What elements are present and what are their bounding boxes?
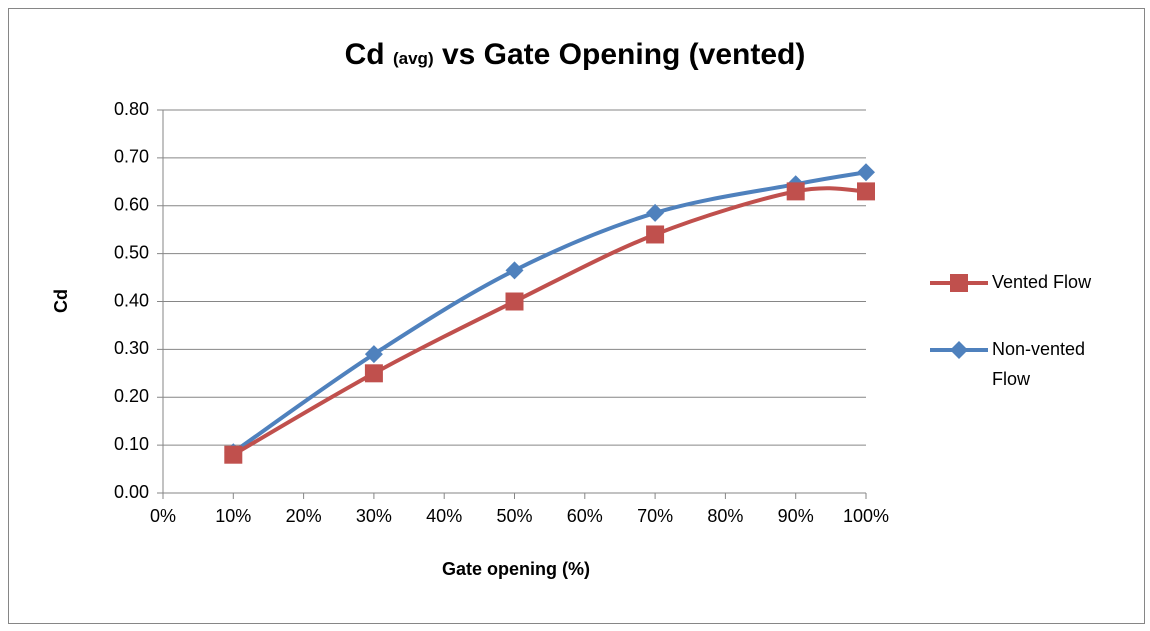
x-axis-label: Gate opening (%) [442,559,590,579]
y-tick-label: 0.00 [114,482,149,502]
legend-label-line: Non-vented [992,339,1085,359]
x-tick-label: 0% [150,506,176,526]
title-subscript: (avg) [393,49,434,68]
marker [364,364,383,383]
marker [646,225,665,244]
legend-label: Vented Flow [992,272,1092,292]
x-tick-label: 10% [215,506,251,526]
y-axis-label: Cd [51,289,71,313]
y-tick-label: 0.50 [114,242,149,262]
y-tick-label: 0.60 [114,195,149,215]
y-tick-label: 0.40 [114,290,149,310]
x-tick-label: 30% [356,506,392,526]
x-tick-label: 70% [637,506,673,526]
legend-label-line: Flow [992,369,1031,389]
x-tick-label: 90% [778,506,814,526]
chart-border [8,8,1145,624]
marker [364,345,383,364]
y-tick-label: 0.80 [114,99,149,119]
x-tick-label: 80% [707,506,743,526]
marker [505,261,524,280]
marker [786,182,805,201]
marker [646,203,665,222]
x-tick-label: 40% [426,506,462,526]
x-tick-label: 100% [843,506,889,526]
marker [505,292,524,311]
title-main: Cd [345,38,385,71]
marker [950,274,968,292]
y-tick-label: 0.70 [114,147,149,167]
x-tick-label: 50% [496,506,532,526]
marker [857,182,875,201]
legend-label: Non-vented Flow [992,339,1085,389]
marker [950,341,968,359]
y-tick-label: 0.10 [114,434,149,454]
x-tick-label: 60% [567,506,603,526]
title-rest: vs Gate Opening (vented) [442,38,805,71]
x-tick-label: 20% [286,506,322,526]
marker [857,163,875,182]
chart-title: Cd (avg) vs Gate Opening (vented) [345,38,806,75]
y-tick-label: 0.30 [114,338,149,358]
marker [224,445,243,464]
y-tick-label: 0.20 [114,386,149,406]
